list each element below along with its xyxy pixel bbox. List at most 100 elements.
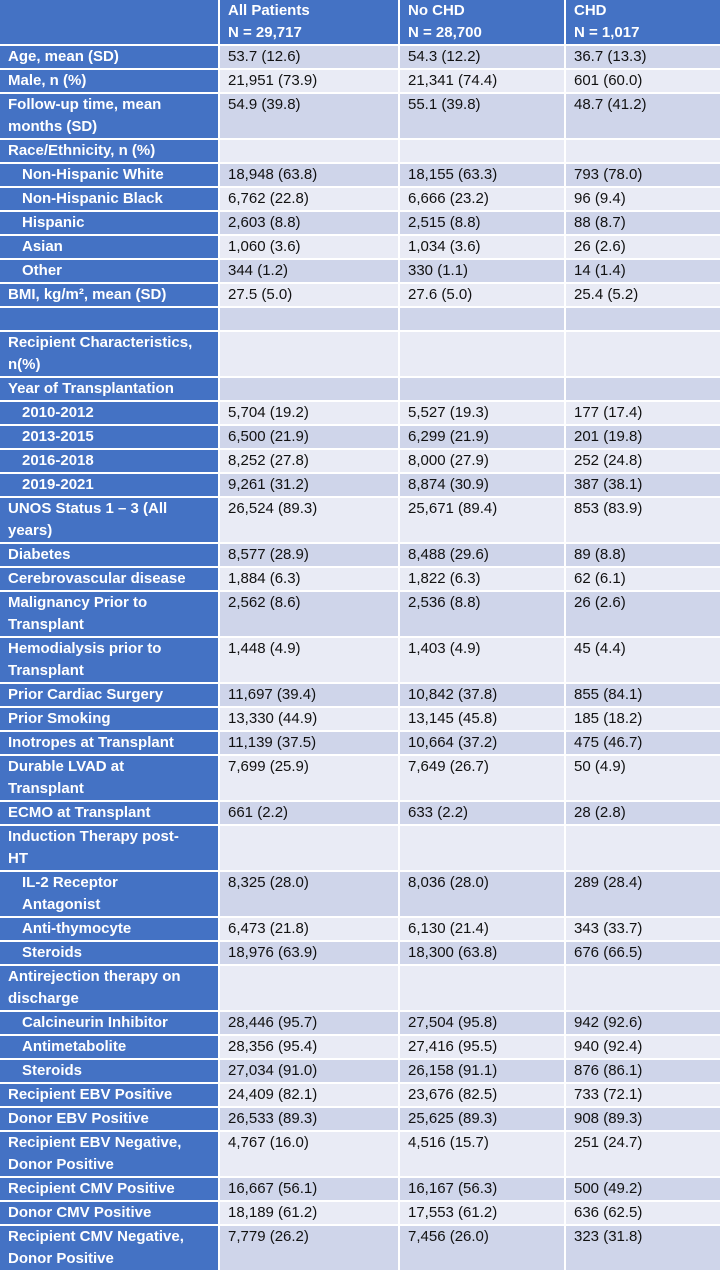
table-row: Asian 1,060 (3.6) 1,034 (3.6) 26 (2.6) (0, 236, 720, 258)
cell: 8,488 (29.6) (400, 544, 564, 566)
cell-value: 1,822 (6.3) (408, 570, 481, 587)
row-label-text: Recipient EBV Positive (8, 1086, 173, 1103)
cell-value: 55.1 (39.8) (408, 96, 481, 113)
table-row: Donor CMV Positive 18,189 (61.2) 17,553 (6… (0, 1202, 720, 1224)
row-label-text: Hispanic (22, 214, 85, 231)
cell: 18,948 (63.8) (220, 164, 398, 186)
row-label-text: ECMO at Transplant (8, 804, 151, 821)
cell: 26,158 (91.1) (400, 1060, 564, 1082)
cell-value: 18,155 (63.3) (408, 166, 498, 183)
cell-value: 26 (2.6) (574, 238, 626, 255)
row-label-text: Hemodialysis prior to Transplant (8, 640, 162, 679)
cell: 876 (86.1) (566, 1060, 720, 1082)
cell: 10,842 (37.8) (400, 684, 564, 706)
cell-value: 54.3 (12.2) (408, 48, 481, 65)
cell: 6,299 (21.9) (400, 426, 564, 448)
row-label: Non-Hispanic White (0, 164, 218, 186)
table-row: Other 344 (1.2) 330 (1.1) 14 (1.4) (0, 260, 720, 282)
cell: 185 (18.2) (566, 708, 720, 730)
row-label: Cerebrovascular disease (0, 568, 218, 590)
cell: 21,341 (74.4) (400, 70, 564, 92)
row-label: Asian (0, 236, 218, 258)
cell-value: 16,667 (56.1) (228, 1180, 318, 1197)
cell-value: 26,158 (91.1) (408, 1062, 498, 1079)
cell: 27.6 (5.0) (400, 284, 564, 306)
header-row: All Patients N = 29,717 No CHD N = 28,700 CH… (0, 0, 720, 44)
cell-value: 201 (19.8) (574, 428, 643, 445)
row-label-text: Recipient EBV Negative, Donor Positive (8, 1134, 182, 1173)
table-row: Male, n (%) 21,951 (73.9) 21,341 (74.4) 601… (0, 70, 720, 92)
cell-value: 8,488 (29.6) (408, 546, 489, 563)
table-row: Follow-up time, mean months (SD) 54.9 (39… (0, 94, 720, 138)
cell-value: 88 (8.7) (574, 214, 626, 231)
cell: 601 (60.0) (566, 70, 720, 92)
row-label: Other (0, 260, 218, 282)
cell-value: 185 (18.2) (574, 710, 643, 727)
row-label-text: Antimetabolite (22, 1038, 127, 1055)
cell: 26,533 (89.3) (220, 1108, 398, 1130)
cell-value: 793 (78.0) (574, 166, 643, 183)
cell (400, 966, 564, 1010)
cell-value: 9,261 (31.2) (228, 476, 309, 493)
cell: 13,145 (45.8) (400, 708, 564, 730)
row-label: Antirejection therapy on discharge (0, 966, 218, 1010)
row-label-text: 2016-2018 (22, 452, 94, 469)
cell-value: 1,403 (4.9) (408, 640, 481, 657)
row-label-text: Prior Smoking (8, 710, 111, 727)
table-row: Year of Transplantation (0, 378, 720, 400)
cell: 50 (4.9) (566, 756, 720, 800)
row-label: Steroids (0, 942, 218, 964)
cell-value: 89 (8.8) (574, 546, 626, 563)
cell-value: 7,456 (26.0) (408, 1228, 489, 1245)
cell: 6,762 (22.8) (220, 188, 398, 210)
row-label-text: 2019-2021 (22, 476, 94, 493)
row-label: Calcineurin Inhibitor (0, 1012, 218, 1034)
cell: 633 (2.2) (400, 802, 564, 824)
cell: 6,130 (21.4) (400, 918, 564, 940)
table-row: Induction Therapy post-HT (0, 826, 720, 870)
cell-value: 36.7 (13.3) (574, 48, 647, 65)
cell-value: 28,356 (95.4) (228, 1038, 318, 1055)
row-label-text: Non-Hispanic Black (22, 190, 163, 207)
cell: 25,625 (89.3) (400, 1108, 564, 1130)
row-label-text: Age, mean (SD) (8, 48, 119, 65)
cell: 36.7 (13.3) (566, 46, 720, 68)
row-label: Diabetes (0, 544, 218, 566)
cell-value: 24,409 (82.1) (228, 1086, 318, 1103)
row-label: Anti-thymocyte (0, 918, 218, 940)
cell-value: 27,034 (91.0) (228, 1062, 318, 1079)
cell: 17,553 (61.2) (400, 1202, 564, 1224)
cell-value: 8,000 (27.9) (408, 452, 489, 469)
row-label: 2019-2021 (0, 474, 218, 496)
cell-value: 8,577 (28.9) (228, 546, 309, 563)
cell: 18,300 (63.8) (400, 942, 564, 964)
row-label: UNOS Status 1 – 3 (All years) (0, 498, 218, 542)
row-label-text: Recipient CMV Positive (8, 1180, 175, 1197)
table-row: Donor EBV Positive 26,533 (89.3) 25,625 (8… (0, 1108, 720, 1130)
table-row: 2019-2021 9,261 (31.2) 8,874 (30.9) 387 (38… (0, 474, 720, 496)
cell-value: 6,666 (23.2) (408, 190, 489, 207)
cell: 26 (2.6) (566, 592, 720, 636)
row-label: ECMO at Transplant (0, 802, 218, 824)
row-label: IL-2 Receptor Antagonist (0, 872, 218, 916)
row-label-text: Year of Transplantation (8, 380, 174, 397)
cell: 25,671 (89.4) (400, 498, 564, 542)
cell-value: 942 (92.6) (574, 1014, 643, 1031)
table-row: Antirejection therapy on discharge (0, 966, 720, 1010)
cell-value: 6,473 (21.8) (228, 920, 309, 937)
cell: 343 (33.7) (566, 918, 720, 940)
cell (220, 966, 398, 1010)
cell: 55.1 (39.8) (400, 94, 564, 138)
cell-value: 6,500 (21.9) (228, 428, 309, 445)
row-label: 2010-2012 (0, 402, 218, 424)
table-row: Hemodialysis prior to Transplant 1,448 (4… (0, 638, 720, 682)
cell: 1,060 (3.6) (220, 236, 398, 258)
row-label-text: Calcineurin Inhibitor (22, 1014, 168, 1031)
row-label-text: Steroids (22, 1062, 83, 1079)
cell-value: 26,524 (89.3) (228, 500, 318, 517)
cell: 8,874 (30.9) (400, 474, 564, 496)
cell: 16,167 (56.3) (400, 1178, 564, 1200)
row-label: Donor EBV Positive (0, 1108, 218, 1130)
